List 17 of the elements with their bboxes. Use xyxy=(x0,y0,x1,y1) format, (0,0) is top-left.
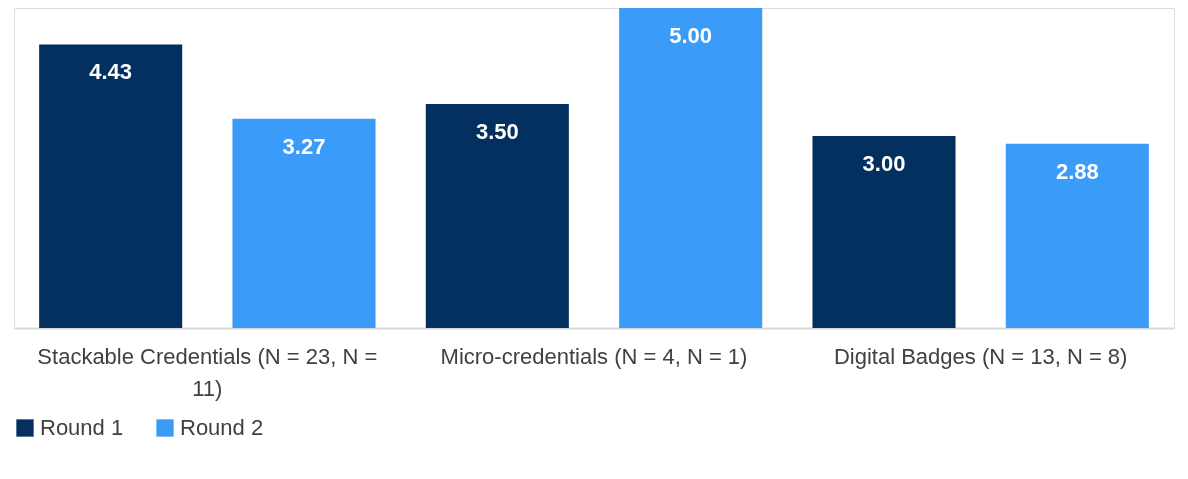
bar xyxy=(619,8,763,328)
bar xyxy=(812,136,956,328)
x-tick-label: Stackable Credentials (N = 23, N = 11) xyxy=(37,343,378,401)
data-label: 2.88 xyxy=(1055,158,1099,184)
data-label: 3.50 xyxy=(475,119,519,144)
x-tick-label: Digital Badges (N = 13, N = 8) xyxy=(833,343,1128,369)
bar xyxy=(232,118,376,328)
bar xyxy=(39,44,183,328)
bar xyxy=(425,104,569,328)
legend-label: Round 2 xyxy=(180,415,264,440)
bar xyxy=(1005,143,1149,328)
data-label: 3.27 xyxy=(282,133,326,159)
legend-label: Round 1 xyxy=(40,415,124,440)
data-label: 4.43 xyxy=(89,59,133,85)
data-label: 3.00 xyxy=(862,151,906,176)
data-label: 5.00 xyxy=(669,23,713,48)
x-tick-label: Micro-credentials (N = 4, N = 1) xyxy=(440,343,748,369)
